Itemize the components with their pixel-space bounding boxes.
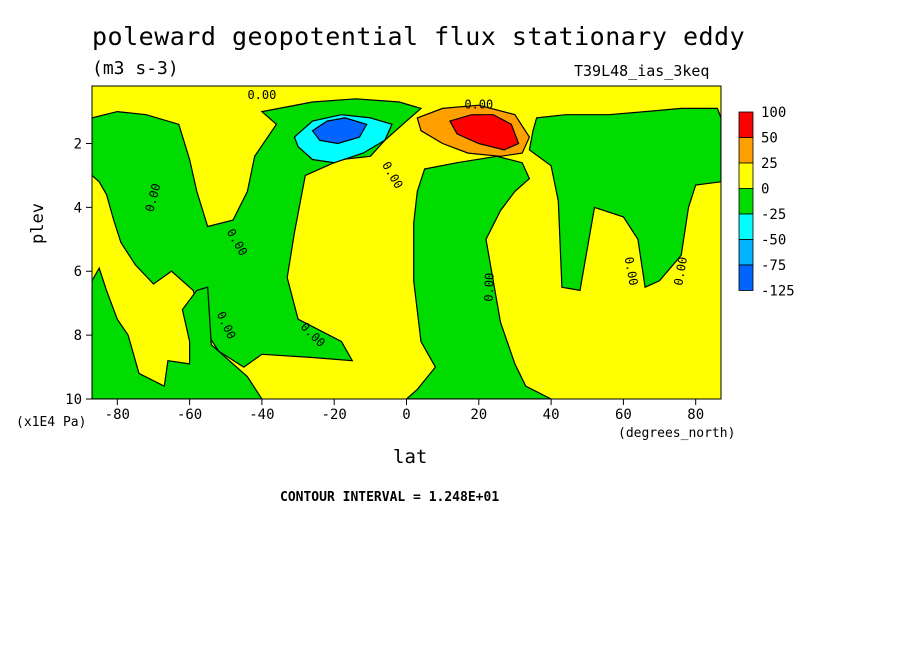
region-sh-polar-lowlevel-negative (92, 266, 263, 399)
legend-level-label: -75 (761, 258, 786, 274)
y-tick-label: 6 (74, 264, 82, 280)
legend-level-label: -125 (761, 284, 795, 300)
plot-area (91, 85, 722, 400)
legend-level-label: -50 (761, 233, 786, 249)
x-tick-label: -40 (249, 407, 274, 423)
x-axis: -80 -60 -40 -20 0 20 40 60 80 (105, 399, 704, 423)
region-nh-stratosphere-high-core (449, 114, 520, 151)
region-nh-negative-region (528, 107, 721, 292)
x-tick-label: 60 (615, 407, 632, 423)
y-tick-label: 8 (74, 328, 82, 344)
contour-label: 0.00 (247, 88, 276, 102)
legend-swatch (738, 137, 754, 164)
x-axis-units: (degrees_north) (618, 426, 736, 441)
legend-level-label: 100 (761, 105, 786, 121)
x-tick-label: 40 (543, 407, 560, 423)
chart-title: poleward geopotential flux stationary ed… (92, 22, 746, 51)
legend-level-label: -25 (761, 207, 786, 223)
legend-level-label: 50 (761, 131, 778, 147)
x-tick-label: -80 (105, 407, 130, 423)
region-tropical-negative-region (405, 155, 552, 399)
legend-level-label: 25 (761, 156, 778, 172)
y-tick-label: 10 (65, 392, 82, 408)
contour-label: 0.00 (622, 256, 641, 287)
y-axis: 2 4 6 8 10 (65, 136, 92, 408)
region-negative-band-sh-polar (92, 98, 423, 368)
y-tick-label: 2 (74, 136, 82, 152)
contour-interval: CONTOUR INTERVAL = 1.248E+01 (280, 490, 500, 505)
legend-swatch (738, 162, 754, 189)
x-tick-label: 0 (402, 407, 410, 423)
contour-label: 0.00 (482, 273, 497, 302)
run-id: T39L48_ias_3keq (574, 62, 710, 80)
legend-level-label: 0 (761, 182, 769, 198)
contour-label: 0.00 (464, 98, 493, 112)
x-tick-label: 20 (470, 407, 487, 423)
region-sh-stratosphere-low-core (311, 117, 368, 145)
legend-swatch (738, 213, 754, 240)
y-axis-units: (x1E4 Pa) (16, 415, 87, 430)
x-tick-label: -20 (322, 407, 347, 423)
x-axis-label: lat (393, 446, 428, 468)
legend-swatch (738, 188, 754, 215)
legend-swatch (738, 264, 754, 291)
y-tick-label: 4 (74, 200, 82, 216)
x-tick-label: 80 (687, 407, 704, 423)
chart-units: (m3 s-3) (92, 58, 179, 79)
legend-swatch (738, 111, 754, 138)
legend-swatch (738, 239, 754, 266)
x-tick-label: -60 (177, 407, 202, 423)
contour-label: 0.00 (671, 256, 690, 287)
color-legend: 100 50 25 0 -25 -50 -75 -125 (738, 105, 795, 300)
